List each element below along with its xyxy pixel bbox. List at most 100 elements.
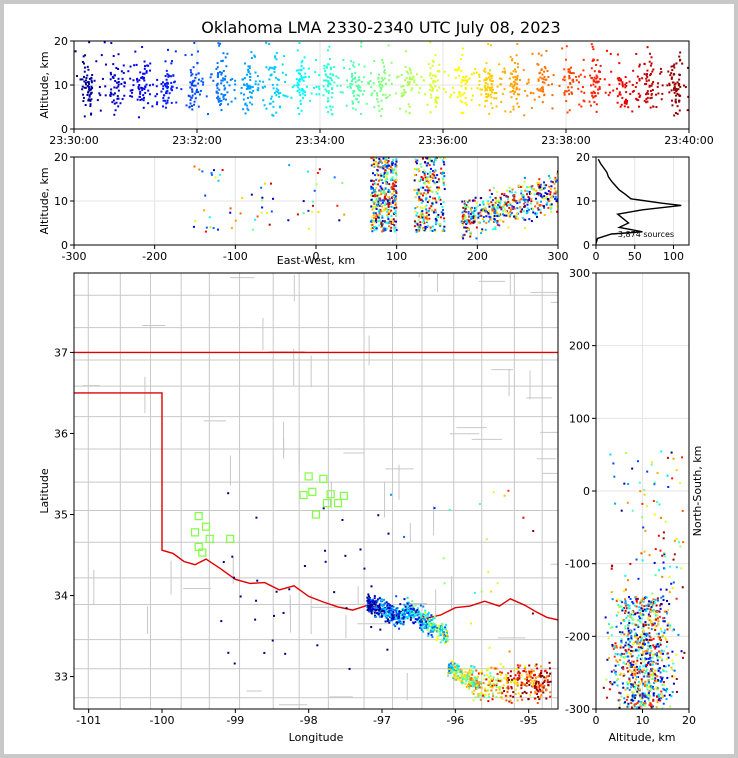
- source-point: [409, 611, 412, 614]
- source-point: [391, 617, 394, 620]
- source-point: [673, 91, 676, 94]
- source-point: [428, 217, 431, 220]
- source-point: [418, 179, 421, 182]
- source-point: [659, 656, 662, 659]
- source-point: [648, 694, 651, 697]
- source-point: [377, 165, 380, 168]
- source-point: [418, 197, 421, 200]
- map-xtick-label: -101: [76, 714, 101, 727]
- source-point: [374, 225, 377, 228]
- source-point: [471, 672, 474, 675]
- source-point: [327, 84, 330, 87]
- source-point: [654, 628, 657, 631]
- source-point: [391, 160, 394, 163]
- source-point: [639, 94, 642, 97]
- source-point: [641, 647, 644, 650]
- source-point: [395, 621, 398, 624]
- source-point: [254, 71, 257, 74]
- source-point: [616, 95, 619, 98]
- source-point: [614, 642, 617, 645]
- source-point: [416, 618, 419, 621]
- source-point: [637, 625, 640, 628]
- source-point: [246, 104, 249, 107]
- source-point: [480, 590, 483, 593]
- source-point: [485, 678, 488, 681]
- source-point: [384, 173, 387, 176]
- source-point: [336, 84, 339, 87]
- source-point: [642, 623, 645, 626]
- source-point: [522, 196, 525, 199]
- source-point: [633, 694, 636, 697]
- source-point: [451, 668, 454, 671]
- source-point: [192, 66, 195, 69]
- source-point: [654, 614, 657, 617]
- panel-a-ytick-label: 0: [61, 123, 68, 136]
- source-point: [468, 683, 471, 686]
- source-point: [479, 211, 482, 214]
- source-point: [110, 88, 113, 91]
- source-point: [624, 609, 627, 612]
- source-point: [227, 651, 230, 654]
- source-point: [395, 190, 398, 193]
- source-point: [544, 191, 547, 194]
- source-point: [197, 82, 200, 85]
- source-point: [652, 698, 655, 701]
- source-point: [439, 198, 442, 201]
- source-point: [672, 662, 675, 665]
- source-point: [90, 85, 93, 88]
- source-point: [530, 200, 533, 203]
- source-point: [561, 47, 564, 50]
- source-point: [243, 77, 246, 80]
- source-point: [421, 627, 424, 630]
- source-point: [489, 196, 492, 199]
- source-point: [375, 187, 378, 190]
- source-point: [510, 701, 513, 704]
- source-point: [379, 177, 382, 180]
- source-point: [633, 682, 636, 685]
- source-point: [429, 226, 432, 229]
- source-point: [418, 616, 421, 619]
- source-point: [514, 674, 517, 677]
- source-point: [443, 225, 446, 228]
- source-point: [632, 602, 635, 605]
- source-point: [656, 675, 659, 678]
- source-point: [469, 683, 472, 686]
- source-point: [545, 203, 548, 206]
- source-point: [265, 107, 268, 110]
- source-point: [652, 637, 655, 640]
- source-point: [528, 675, 531, 678]
- source-point: [637, 700, 640, 703]
- source-point: [442, 201, 445, 204]
- source-point: [262, 80, 265, 83]
- source-point: [626, 635, 629, 638]
- source-point: [314, 59, 317, 62]
- source-point: [549, 691, 552, 694]
- source-point: [526, 207, 529, 210]
- source-point: [411, 608, 414, 611]
- source-point: [629, 615, 632, 618]
- source-point: [478, 104, 481, 107]
- source-point: [115, 81, 118, 84]
- source-point: [166, 73, 169, 76]
- source-point: [84, 104, 87, 107]
- source-point: [663, 694, 666, 697]
- panel-c-ytick-label: 0: [583, 239, 590, 252]
- source-point: [514, 191, 517, 194]
- source-point: [567, 70, 570, 73]
- source-point: [663, 665, 666, 668]
- source-point: [387, 204, 390, 207]
- source-point: [390, 493, 393, 496]
- source-point: [660, 450, 663, 453]
- source-point: [549, 680, 552, 683]
- source-point: [382, 157, 385, 160]
- source-point: [244, 112, 247, 115]
- source-point: [381, 79, 384, 82]
- source-point: [489, 44, 492, 47]
- source-point: [302, 79, 305, 82]
- source-point: [414, 610, 417, 613]
- source-point: [462, 206, 465, 209]
- source-point: [388, 609, 391, 612]
- source-point: [455, 678, 458, 681]
- source-point: [461, 215, 464, 218]
- source-point: [622, 672, 625, 675]
